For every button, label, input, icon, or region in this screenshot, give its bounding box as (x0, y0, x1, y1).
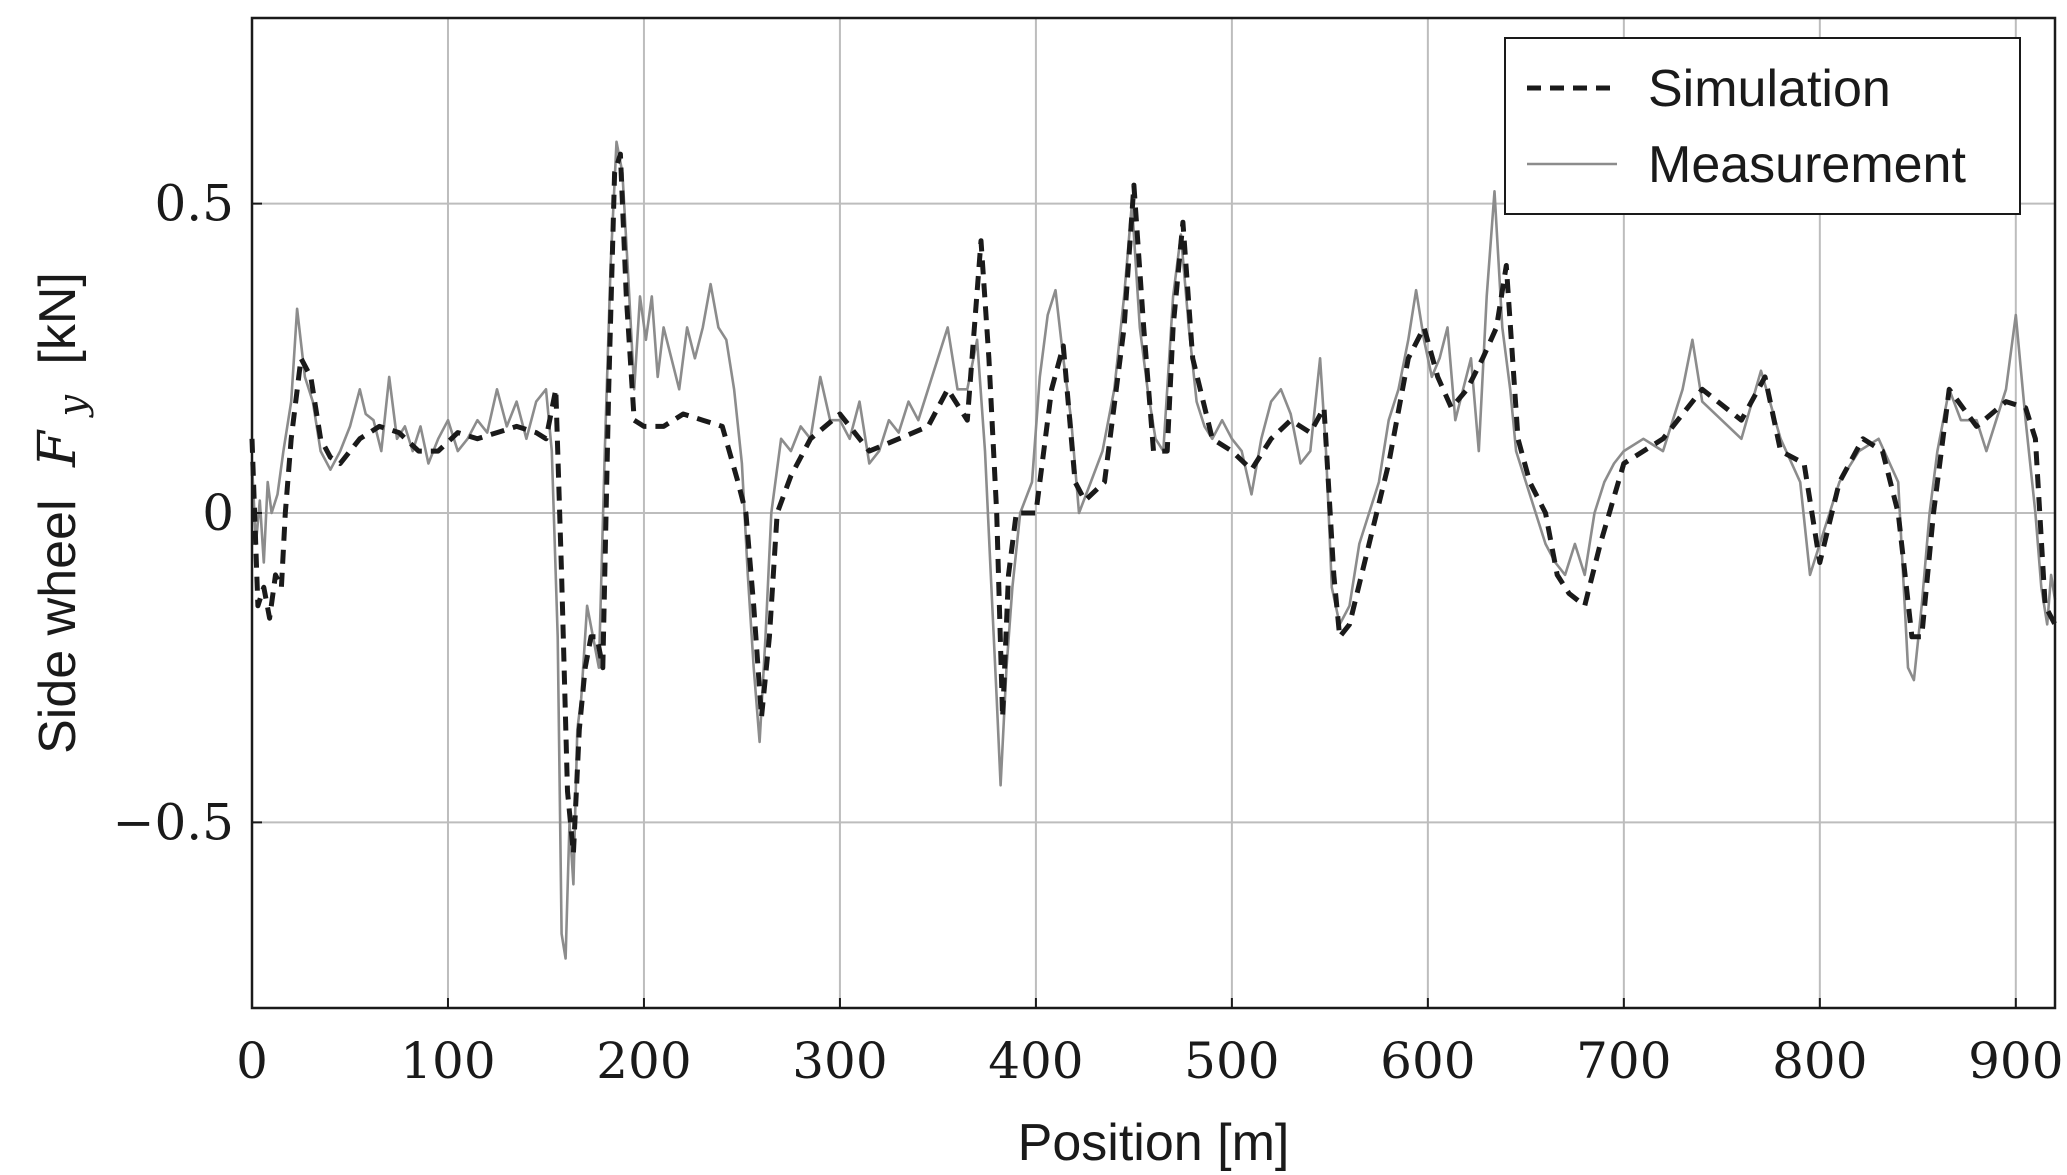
y-tick-label: 0 (202, 484, 234, 542)
x-axis-title: Position [m] (1018, 1114, 1290, 1172)
x-tick-label: 700 (1576, 1032, 1671, 1090)
legend-label-measurement: Measurement (1648, 136, 1966, 194)
x-tick-label: 200 (596, 1032, 691, 1090)
legend-box (1504, 37, 2021, 215)
y-axis-title-symbol: F (28, 429, 88, 468)
x-axis-ticks: 0 100 200 300 400 500 600 700 800 900 (236, 998, 2064, 1090)
x-tick-label: 100 (400, 1032, 495, 1090)
series-layer (249, 140, 2058, 960)
x-tick-label: 600 (1380, 1032, 1475, 1090)
y-axis-title-unit: [kN] (29, 272, 87, 364)
y-axis-title-subscript: y (50, 394, 94, 418)
series-line-measurement (250, 140, 2057, 960)
x-tick-label: 500 (1184, 1032, 1279, 1090)
y-axis-title: Side wheel F y [kN] (28, 272, 97, 754)
x-tick-label: 0 (236, 1032, 268, 1090)
y-axis-ticks: −0.5 0 0.5 (113, 175, 262, 851)
legend: Simulation Measurement (1504, 37, 2021, 215)
x-tick-label: 300 (792, 1032, 887, 1090)
x-tick-label: 400 (988, 1032, 1083, 1090)
y-tick-label: 0.5 (154, 175, 234, 233)
y-tick-label: −0.5 (113, 793, 234, 851)
series-line-simulation (249, 151, 2058, 856)
x-tick-label: 800 (1772, 1032, 1867, 1090)
x-tick-label: 900 (1968, 1032, 2063, 1090)
legend-label-simulation: Simulation (1648, 60, 1891, 118)
y-axis-title-text: Side wheel (29, 499, 87, 753)
